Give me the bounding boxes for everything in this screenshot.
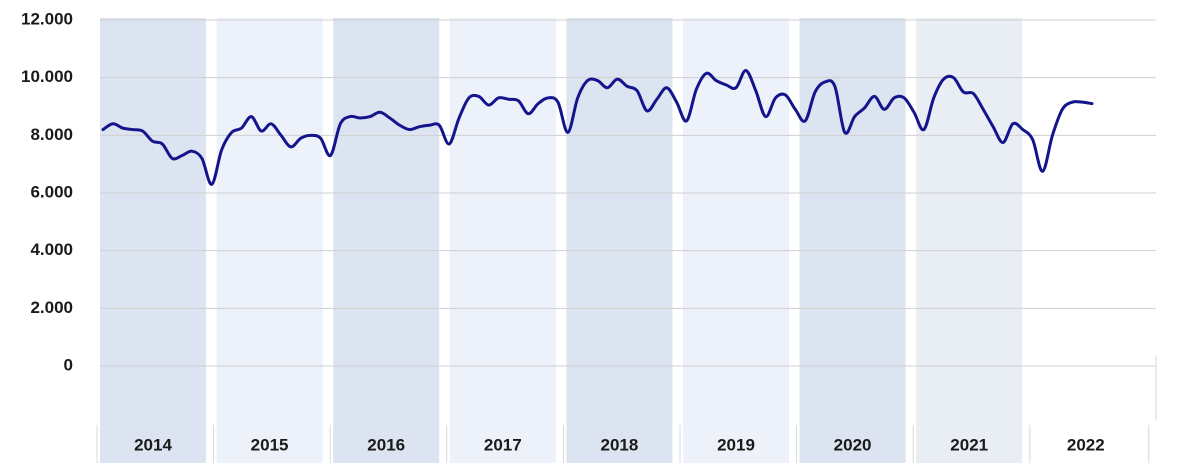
year-band — [683, 18, 789, 463]
year-band — [333, 18, 440, 463]
x-tick-label: 2016 — [367, 435, 405, 454]
x-tick-label: 2019 — [717, 435, 755, 454]
x-tick-label: 2015 — [251, 435, 289, 454]
year-band — [799, 18, 906, 463]
x-tick-label: 2022 — [1067, 435, 1105, 454]
y-tick-label: 10.000 — [21, 67, 73, 86]
year-band — [100, 18, 206, 463]
y-tick-label: 0 — [64, 355, 73, 374]
year-band — [566, 18, 673, 463]
x-tick-label: 2017 — [484, 435, 522, 454]
x-tick-label: 2018 — [600, 435, 638, 454]
y-tick-label: 4.000 — [30, 240, 73, 259]
x-tick-label: 2020 — [834, 435, 872, 454]
y-tick-label: 8.000 — [30, 125, 73, 144]
y-tick-label: 6.000 — [30, 182, 73, 201]
x-tick-label: 2021 — [950, 435, 988, 454]
year-band — [916, 18, 1023, 463]
data-line — [101, 68, 1094, 186]
year-band — [216, 18, 323, 463]
y-tick-label: 12.000 — [21, 9, 73, 28]
year-band — [449, 18, 556, 463]
year-band — [1032, 18, 1139, 463]
x-tick-label: 2014 — [134, 435, 172, 454]
y-tick-label: 2.000 — [30, 298, 73, 317]
